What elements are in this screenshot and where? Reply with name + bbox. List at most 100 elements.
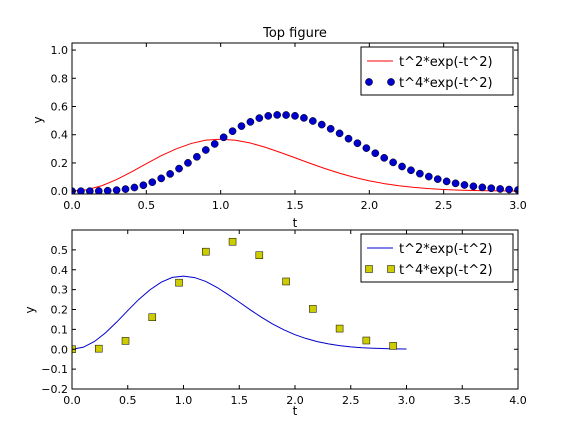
top-series-2-point bbox=[273, 111, 282, 119]
bottom-series-2-point bbox=[255, 251, 264, 259]
top-series-2-point bbox=[478, 183, 487, 192]
top-series-2-point bbox=[407, 166, 415, 175]
top-legend-swatch-series-2-marker-b bbox=[387, 78, 395, 86]
top-series-2-point bbox=[130, 183, 139, 192]
top-x-axis-label: t bbox=[293, 216, 298, 230]
top-series-2-point bbox=[246, 118, 255, 126]
top-series-2-point bbox=[219, 133, 228, 142]
top-series-2-point bbox=[371, 149, 380, 158]
top-series-2-point bbox=[433, 175, 442, 183]
top-series-2-point bbox=[398, 162, 406, 171]
bottom-y-tick-label: 0.0 bbox=[51, 343, 69, 356]
top-series-2-point bbox=[193, 152, 201, 161]
top-legend: t^2*exp(-t^2) t^4*exp(-t^2) bbox=[360, 46, 514, 96]
top-series-2-point bbox=[514, 186, 518, 194]
top-series-2-point bbox=[264, 112, 273, 120]
top-series-2-point bbox=[353, 139, 362, 148]
bottom-series-2-point bbox=[362, 336, 371, 345]
top-series-2-point bbox=[166, 170, 174, 178]
bottom-legend-swatch-series-2-marker-a bbox=[365, 265, 373, 273]
top-y-tick-label: 0.8 bbox=[51, 72, 69, 85]
top-plot-area bbox=[72, 111, 518, 194]
bottom-y-tick-label: −0.2 bbox=[41, 383, 68, 396]
bottom-x-tick-label: 1.0 bbox=[175, 394, 193, 407]
bottom-legend-label-series-1: t^2*exp(-t^2) bbox=[399, 242, 493, 257]
bottom-series-2-point bbox=[148, 313, 157, 322]
top-series-2-point bbox=[228, 127, 237, 136]
top-series-2-point bbox=[77, 187, 85, 194]
bottom-plot-area bbox=[72, 237, 407, 353]
top-series-2-point bbox=[496, 185, 505, 193]
bottom-legend-label-series-2: t^4*exp(-t^2) bbox=[399, 263, 493, 278]
top-series-2-point bbox=[505, 185, 513, 194]
top-x-tick-label: 1.5 bbox=[286, 199, 304, 212]
top-series-2-point bbox=[291, 112, 299, 120]
top-series-2-point bbox=[148, 178, 157, 187]
bottom-y-tick-label: 0.1 bbox=[51, 323, 69, 336]
bottom-y-tick-label: 0.3 bbox=[51, 284, 69, 297]
top-y-tick-label: 0.6 bbox=[51, 101, 69, 114]
top-series-2-point bbox=[175, 164, 183, 173]
bottom-series-2-point bbox=[121, 337, 130, 345]
bottom-x-tick-label: 0.0 bbox=[63, 394, 81, 407]
top-series-2-point bbox=[112, 186, 121, 194]
bottom-series-2-point bbox=[95, 344, 103, 353]
bottom-series-2-point bbox=[309, 305, 317, 313]
bottom-x-tick-label: 0.5 bbox=[119, 394, 137, 407]
top-x-tick-label: 0.5 bbox=[138, 199, 156, 212]
bottom-y-tick-label: 0.4 bbox=[51, 264, 69, 277]
top-series-2-point bbox=[210, 140, 219, 148]
top-series-2-point bbox=[121, 185, 130, 193]
top-series-2-point bbox=[442, 177, 451, 186]
top-series-2-point bbox=[416, 169, 424, 178]
top-series-1-line bbox=[72, 138, 518, 192]
top-series-2-point bbox=[184, 159, 192, 167]
top-subplot: Top figure 0.0 0.5 1.0 1.5 2.0 2.5 3.00.00.20.… bbox=[31, 26, 527, 230]
bottom-x-axis-label: t bbox=[293, 404, 298, 418]
bottom-x-tick-label: 3.0 bbox=[398, 394, 416, 407]
bottom-series-2-point bbox=[175, 278, 183, 287]
top-series-2-point bbox=[326, 124, 335, 133]
bottom-x-tick-label: 2.0 bbox=[286, 394, 304, 407]
bottom-y-tick-label: 0.2 bbox=[51, 304, 69, 317]
top-x-tick-label: 2.0 bbox=[361, 199, 379, 212]
top-series-2-point bbox=[282, 111, 290, 119]
bottom-x-tick-label: 2.5 bbox=[342, 394, 360, 407]
top-series-2-point bbox=[201, 146, 210, 154]
top-series-2-point bbox=[300, 114, 308, 122]
top-series-2-point bbox=[317, 120, 326, 129]
top-series-2-point bbox=[157, 174, 166, 183]
top-series-2-point bbox=[94, 187, 103, 194]
top-legend-swatch-series-2-marker-a bbox=[365, 78, 373, 86]
bottom-series-2-point bbox=[228, 237, 237, 246]
top-series-2-point bbox=[139, 181, 148, 190]
top-series-2-point bbox=[344, 134, 353, 143]
bottom-series-2-point bbox=[335, 324, 344, 333]
top-x-tick-label: 3.0 bbox=[509, 199, 527, 212]
bottom-legend: t^2*exp(-t^2) t^4*exp(-t^2) bbox=[360, 233, 514, 283]
top-series-2-point bbox=[362, 144, 371, 152]
top-legend-box bbox=[360, 46, 514, 96]
top-series-2-point bbox=[335, 129, 344, 138]
top-series-2-point bbox=[255, 114, 264, 122]
top-chart-title: Top figure bbox=[262, 26, 327, 41]
bottom-legend-box bbox=[360, 233, 514, 283]
bottom-series-2-point bbox=[389, 342, 397, 350]
top-series-2-point bbox=[103, 186, 112, 194]
top-series-2-point bbox=[469, 182, 478, 191]
top-series-2-point bbox=[85, 187, 94, 194]
top-series-2-point bbox=[451, 179, 460, 188]
top-legend-label-series-2: t^4*exp(-t^2) bbox=[399, 76, 493, 91]
top-y-tick-label: 0.4 bbox=[51, 129, 69, 142]
top-series-2-point bbox=[424, 172, 433, 181]
top-series-2-point bbox=[487, 184, 496, 193]
top-axis-ticks: 0.0 0.5 1.0 1.5 2.0 2.5 3.0 0.0 0.2 0.4 0.6 0.8 1.0 bbox=[51, 43, 527, 212]
bottom-series-1-line bbox=[72, 275, 407, 350]
top-y-tick-label: 0.0 bbox=[51, 185, 69, 198]
top-x-tick-label: 1.0 bbox=[212, 199, 230, 212]
bottom-x-tick-label: 3.5 bbox=[454, 394, 472, 407]
top-series-2-point bbox=[308, 117, 317, 125]
top-series-2-point bbox=[237, 122, 246, 130]
bottom-y-tick-label: 0.5 bbox=[51, 244, 69, 257]
